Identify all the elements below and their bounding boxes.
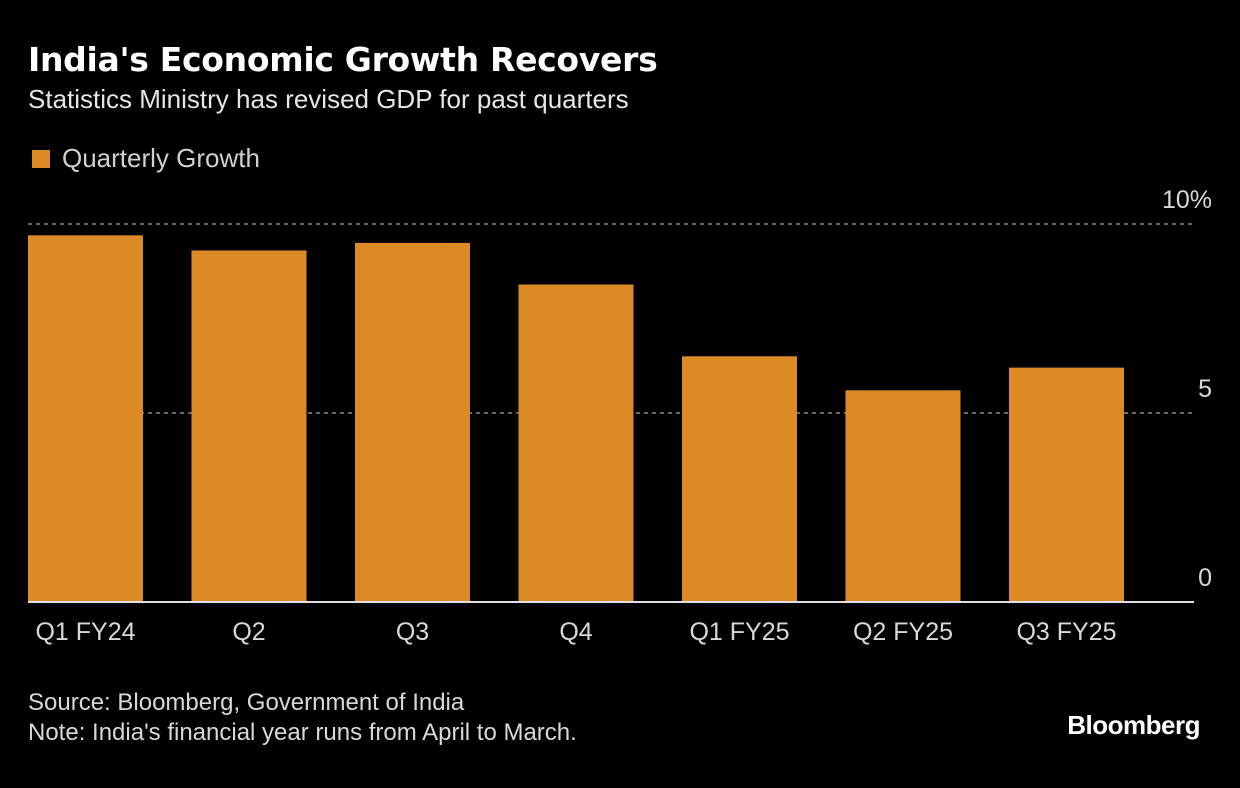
- y-tick-label: 5: [1198, 375, 1212, 403]
- footnote: Note: India's financial year runs from A…: [28, 719, 577, 746]
- legend-label: Quarterly Growth: [62, 143, 260, 173]
- x-tick-label: Q3: [396, 618, 429, 646]
- x-tick-label: Q2 FY25: [853, 618, 953, 646]
- bars: [28, 235, 1124, 602]
- bar-q1-fy24: [28, 235, 143, 602]
- x-tick-label: Q1 FY25: [689, 618, 789, 646]
- x-tick-label: Q2: [232, 618, 265, 646]
- bar-q2: [191, 250, 307, 602]
- legend-swatch: [32, 149, 50, 168]
- footer: Source: Bloomberg, Government of India N…: [28, 688, 577, 748]
- chart-title: India's Economic Growth Recovers: [28, 40, 658, 79]
- y-tick-label: 0: [1198, 564, 1212, 592]
- bar-q1-fy25: [682, 356, 797, 602]
- x-tick-label: Q1 FY24: [35, 618, 135, 646]
- source-note: Source: Bloomberg, Government of India: [28, 689, 465, 716]
- legend: Quarterly Growth: [32, 143, 260, 174]
- x-tick-label: Q4: [559, 618, 592, 646]
- bar-q3-fy25: [1009, 367, 1124, 602]
- bar-q4: [518, 284, 634, 602]
- bloomberg-logo: Bloomberg: [1067, 710, 1200, 740]
- y-tick-label: 10%: [1162, 186, 1212, 214]
- tick-labels: 0 5 10% Q1 FY24 Q2 Q3 Q4 Q1 FY25 Q2 FY25 Q3 FY25: [35, 186, 1212, 646]
- chart-subtitle: Statistics Ministry has revised GDP for …: [28, 84, 629, 114]
- x-tick-label: Q3 FY25: [1016, 618, 1116, 646]
- bar-q3: [355, 242, 470, 602]
- bar-q2-fy25: [845, 390, 961, 602]
